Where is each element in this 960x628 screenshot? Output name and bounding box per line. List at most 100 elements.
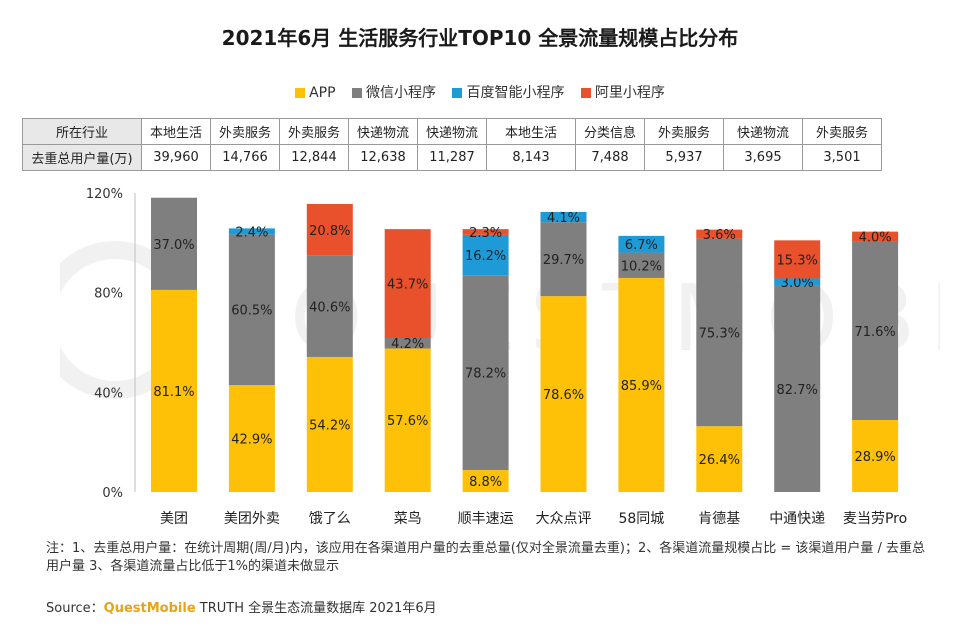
legend-swatch (580, 88, 591, 98)
legend-item-ali: 阿里小程序 (580, 82, 665, 102)
table-cell: 12,844 (279, 144, 349, 171)
data-label: 28.9% (854, 450, 895, 465)
bar-segment (696, 238, 743, 427)
legend-swatch (452, 88, 463, 98)
data-label: 81.1% (153, 385, 194, 400)
data-label: 8.8% (469, 475, 502, 490)
x-tick-label: 肯德基 (698, 510, 740, 527)
table-cell: 快递物流 (723, 118, 803, 145)
data-label: 26.4% (699, 453, 740, 468)
bar-segment (696, 426, 743, 492)
data-label: 42.9% (231, 433, 272, 448)
data-label: 4.1% (547, 211, 580, 226)
bar-segment (618, 252, 665, 278)
footnote: 注：1、去重总用户量：在统计周期(周/月)内，该应用在各渠道用户量的去重总量(仅… (46, 541, 926, 574)
bar-segment (384, 229, 431, 339)
data-label: 6.7% (625, 238, 658, 253)
bar-segment (540, 222, 587, 297)
legend-item-wechat: 微信小程序 (352, 82, 436, 102)
bar-segment (384, 348, 431, 492)
source-prefix: Source： (46, 601, 104, 616)
data-label: 54.2% (309, 418, 350, 433)
y-tick-label: 80% (94, 287, 123, 302)
data-label: 10.2% (621, 259, 662, 274)
bar-segment (774, 240, 821, 279)
data-label: 82.7% (777, 383, 818, 398)
data-label: 57.6% (387, 414, 428, 429)
x-tick-label: 顺丰速运 (458, 511, 514, 527)
y-tick-label: 0% (102, 486, 123, 501)
data-label: 29.7% (543, 253, 584, 268)
data-label: 3.0% (781, 276, 814, 291)
source-suffix: TRUTH 全景生态流量数据库 2021年6月 (195, 601, 437, 616)
bar-segment (774, 285, 821, 492)
info-table: 所在行业 本地生活 外卖服务 外卖服务 快递物流 快递物流 本地生活 分类信息 … (22, 118, 882, 171)
data-label: 60.5% (231, 304, 272, 319)
data-label: 20.8% (309, 224, 350, 239)
legend-swatch (295, 88, 306, 98)
data-label: 78.6% (543, 388, 584, 403)
x-tick-label: 美团 (160, 511, 188, 527)
bar-segment (462, 234, 509, 276)
data-label: 43.7% (387, 278, 428, 293)
bar-segment (540, 296, 587, 492)
x-tick-label: 58同城 (618, 511, 664, 527)
data-label: 40.6% (309, 300, 350, 315)
legend: APP 微信小程序 百度智能小程序 阿里小程序 (0, 82, 960, 102)
bar-segment (540, 211, 587, 223)
data-label: 37.0% (153, 238, 194, 253)
bar-segment (462, 470, 509, 492)
data-label: 16.2% (465, 249, 506, 264)
bar-segment (462, 275, 509, 471)
y-tick-label: 120% (86, 187, 123, 202)
bar-segment (151, 197, 197, 290)
table-row-users: 去重总用户量(万) 39,960 14,766 12,844 12,638 11… (22, 144, 882, 171)
table-cell: 3,501 (802, 144, 882, 171)
legend-label: 微信小程序 (366, 85, 436, 101)
legend-item-app: APP (295, 85, 336, 101)
bar-segment (696, 229, 743, 239)
bar-segment (306, 203, 353, 256)
x-tick-label: 菜鸟 (394, 511, 422, 527)
table-cell: 本地生活 (141, 118, 211, 145)
table-cell: 3,695 (723, 144, 803, 171)
legend-item-baidu: 百度智能小程序 (452, 82, 564, 102)
legend-label: APP (309, 85, 336, 101)
source-line: Source：QuestMobile TRUTH 全景生态流量数据库 2021年… (46, 597, 437, 616)
table-cell: 12,638 (348, 144, 418, 171)
table-cell: 外卖服务 (279, 118, 349, 145)
data-label: 4.0% (859, 231, 892, 246)
bar-segment (228, 228, 275, 235)
table-cell: 分类信息 (575, 118, 645, 145)
x-tick-label: 麦当劳Pro (843, 511, 907, 527)
bar-segment (618, 277, 665, 492)
bar-segment (306, 255, 353, 357)
legend-swatch (352, 88, 362, 98)
bar-segment (852, 419, 899, 492)
legend-label: 百度智能小程序 (466, 85, 565, 101)
source-brand: QuestMobile (103, 601, 196, 616)
table-row-industry: 所在行业 本地生活 外卖服务 外卖服务 快递物流 快递物流 本地生活 分类信息 … (22, 118, 882, 145)
data-label: 3.6% (703, 228, 736, 243)
data-label: 15.3% (777, 253, 818, 268)
x-tick-label: 大众点评 (536, 511, 592, 527)
legend-label: 阿里小程序 (594, 85, 665, 101)
chart-title: 2021年6月 生活服务行业TOP10 全景流量规模占比分布 (221, 26, 739, 50)
data-label: 2.3% (469, 226, 502, 241)
stacked-bar-chart: 0% 40% 80% 120% 81.1% 37.0% 美团 42.9% 60.5% 2.4% 美团… (86, 187, 907, 527)
table-cell: 外卖服务 (802, 118, 882, 145)
data-label: 78.2% (465, 367, 506, 382)
table-cell: 外卖服务 (210, 118, 280, 145)
bar-segment (462, 229, 509, 235)
table-cell: 39,960 (141, 144, 211, 171)
table-cell: 7,488 (575, 144, 645, 171)
bar-segment (774, 278, 821, 286)
table-cell: 14,766 (210, 144, 280, 171)
data-label: 71.6% (854, 325, 895, 340)
table-cell: 11,287 (417, 144, 487, 171)
bar-segment (228, 385, 275, 492)
bar-segment (852, 241, 899, 420)
data-label: 75.3% (699, 326, 740, 341)
bar-segment (306, 356, 353, 492)
bar-segment (852, 231, 899, 242)
